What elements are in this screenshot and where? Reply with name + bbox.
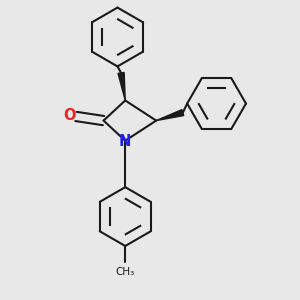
Text: N: N [119,134,131,149]
Text: O: O [63,108,75,123]
Text: CH₃: CH₃ [116,267,135,277]
Polygon shape [156,110,184,121]
Polygon shape [118,72,125,100]
